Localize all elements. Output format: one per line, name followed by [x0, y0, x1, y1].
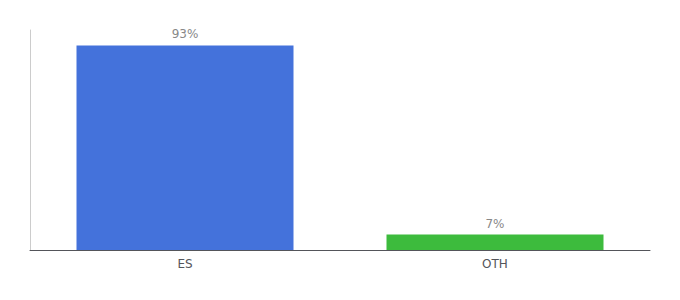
svg-text:93%: 93% — [172, 27, 199, 41]
svg-text:OTH: OTH — [482, 257, 508, 271]
svg-text:7%: 7% — [485, 217, 504, 231]
svg-text:ES: ES — [177, 257, 192, 271]
